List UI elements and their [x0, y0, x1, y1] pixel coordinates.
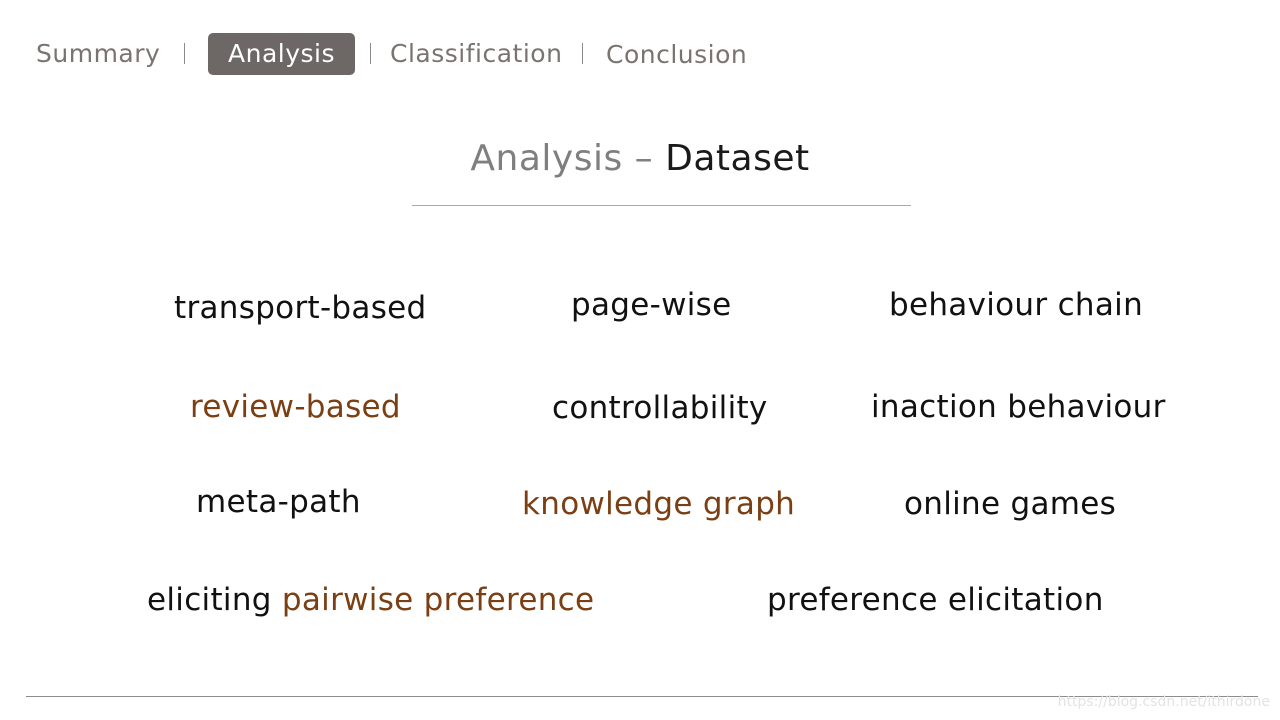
- slide-title-dash: –: [634, 138, 654, 179]
- title-underline: [412, 205, 911, 206]
- term-transport-based: transport-based: [174, 290, 427, 326]
- term-review-based: review-based: [190, 389, 401, 425]
- nav-tab-analysis[interactable]: Analysis: [208, 33, 356, 75]
- term-preference-elicitation: preference elicitation: [767, 582, 1104, 618]
- term-eliciting-pairwise-preference: eliciting pairwise preference: [147, 580, 594, 620]
- nav-separator: [184, 43, 185, 64]
- term-eliciting: eliciting: [147, 582, 272, 618]
- nav-tab-conclusion[interactable]: Conclusion: [606, 40, 748, 69]
- term-behaviour-chain: behaviour chain: [889, 287, 1144, 323]
- slide-title: Analysis – Dataset: [0, 136, 1280, 182]
- term-controllability: controllability: [552, 390, 768, 426]
- term-knowledge-graph: knowledge graph: [522, 486, 796, 522]
- term-online-games: online games: [904, 486, 1117, 522]
- term-inaction-behaviour: inaction behaviour: [871, 389, 1166, 425]
- slide-title-main: Analysis: [470, 138, 623, 179]
- nav-tab-summary[interactable]: Summary: [36, 39, 161, 68]
- footer-rule: [26, 696, 1258, 697]
- nav-separator: [370, 43, 371, 64]
- nav-tab-classification[interactable]: Classification: [390, 39, 563, 68]
- slide-title-sub: Dataset: [665, 138, 810, 179]
- term-meta-path: meta-path: [196, 484, 361, 520]
- term-page-wise: page-wise: [571, 287, 732, 323]
- term-pairwise-preference: pairwise preference: [281, 582, 595, 618]
- watermark: https://blog.csdn.net/ithirdone: [1057, 694, 1270, 710]
- nav-separator: [582, 43, 583, 64]
